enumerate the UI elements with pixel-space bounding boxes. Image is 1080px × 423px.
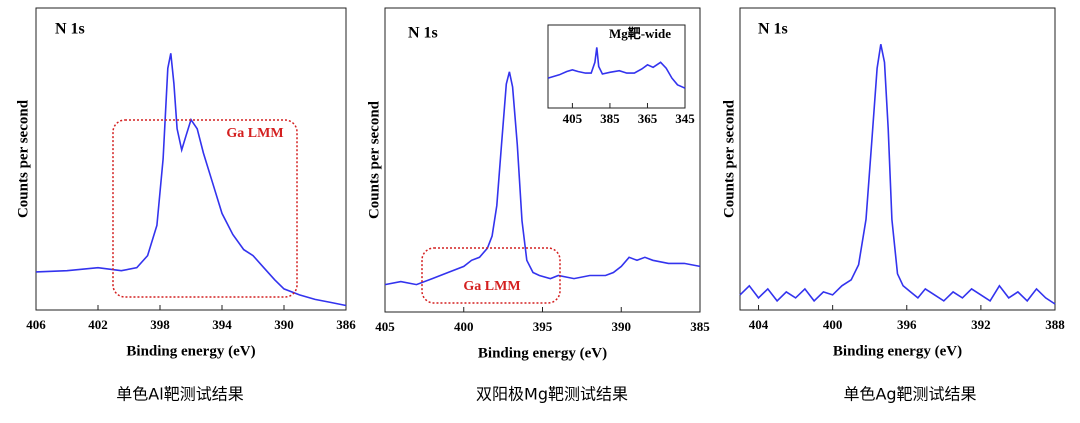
x-tick-label: 365 xyxy=(638,111,658,126)
y-axis-label: Counts per second xyxy=(366,100,382,219)
annotation-box xyxy=(112,119,298,298)
x-tick-label: 392 xyxy=(971,317,991,332)
x-tick-label: 385 xyxy=(600,111,620,126)
y-axis-label: Counts per second xyxy=(721,99,737,218)
x-tick-label: 390 xyxy=(274,317,294,332)
x-axis-label: Binding energy (eV) xyxy=(833,343,962,359)
annotation-box xyxy=(421,247,561,304)
x-tick-label: 390 xyxy=(612,319,632,334)
spectrum-line xyxy=(547,47,686,89)
plot-frame xyxy=(547,24,686,109)
plot-frame xyxy=(35,7,347,311)
x-tick-label: 345 xyxy=(675,111,695,126)
chart-title: N 1s xyxy=(55,21,85,38)
caption: 单色Al靶测试结果 xyxy=(116,385,243,404)
plot-frame xyxy=(739,7,1056,311)
x-tick-label: 396 xyxy=(897,317,917,332)
x-tick-label: 402 xyxy=(88,317,108,332)
x-tick-label: 405 xyxy=(563,111,583,126)
x-tick-label: 386 xyxy=(336,317,356,332)
x-tick-label: 405 xyxy=(375,319,395,334)
x-tick-label: 395 xyxy=(533,319,553,334)
annotation: Ga LMM xyxy=(463,279,520,294)
x-tick-label: 404 xyxy=(749,317,769,332)
caption: 双阳极Mg靶测试结果 xyxy=(476,385,628,404)
x-tick-label: 398 xyxy=(150,317,170,332)
x-axis-label: Binding energy (eV) xyxy=(126,343,255,359)
x-tick-label: 394 xyxy=(212,317,232,332)
x-tick-label: 406 xyxy=(26,317,46,332)
x-tick-label: 385 xyxy=(690,319,710,334)
spectrum-line xyxy=(384,71,701,286)
chart-title: N 1s xyxy=(758,21,788,38)
caption: 单色Ag靶测试结果 xyxy=(843,385,976,404)
x-tick-label: 400 xyxy=(823,317,843,332)
chart-title: N 1s xyxy=(408,25,438,42)
chart-title: Mg靶-wide xyxy=(609,26,671,41)
y-axis-label: Counts per second xyxy=(15,99,31,218)
annotation: Ga LMM xyxy=(226,126,283,141)
x-tick-label: 400 xyxy=(454,319,474,334)
spectrum-line xyxy=(739,44,1056,305)
x-tick-label: 388 xyxy=(1045,317,1065,332)
x-axis-label: Binding energy (eV) xyxy=(478,345,607,361)
